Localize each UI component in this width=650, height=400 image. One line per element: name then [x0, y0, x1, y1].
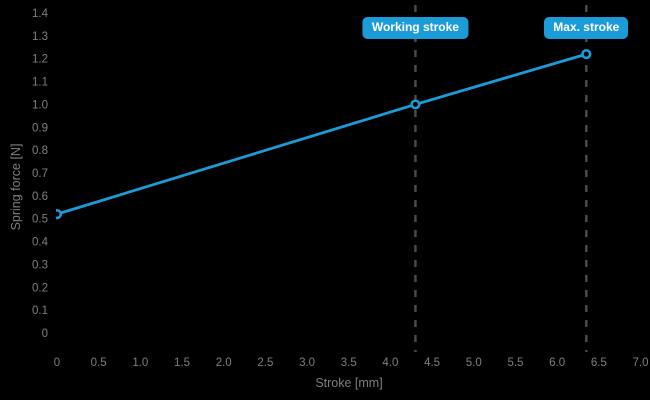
x-tick-label: 4.0	[382, 357, 398, 369]
data-point-marker	[581, 49, 592, 60]
x-tick-label: 4.5	[424, 357, 440, 369]
x-tick-label: 1.0	[132, 357, 148, 369]
y-tick-label: 1.3	[32, 31, 48, 43]
y-tick-label: 0.7	[32, 168, 48, 180]
y-tick-label: 0.4	[32, 237, 49, 249]
y-tick-label: 0.2	[32, 282, 48, 294]
x-tick-label: 1.5	[174, 357, 190, 369]
y-tick-label: 0	[42, 328, 48, 340]
y-tick-label: 1.4	[32, 8, 49, 20]
data-point-marker	[56, 209, 63, 220]
y-axis-title: Spring force [N]	[9, 143, 23, 231]
y-tick-label: 1.2	[32, 54, 48, 66]
x-tick-label: 2.0	[216, 357, 232, 369]
x-tick-label: 7.0	[633, 357, 649, 369]
y-tick-label: 0.9	[32, 122, 48, 134]
x-axis-title: Stroke [mm]	[315, 376, 383, 390]
x-tick-label: 0.5	[91, 357, 107, 369]
y-tick-label: 1.1	[32, 77, 48, 89]
data-point-marker	[410, 99, 421, 110]
max-stroke-badge: Max. stroke	[544, 17, 629, 40]
x-tick-label: 2.5	[257, 357, 273, 369]
x-tick-label: 6.5	[591, 357, 607, 369]
y-tick-label: 0.1	[32, 305, 48, 317]
series-line	[56, 52, 588, 216]
x-tick-label: 0	[54, 357, 60, 369]
y-tick-label: 0.3	[32, 259, 48, 271]
x-tick-label: 6.0	[549, 357, 565, 369]
y-tick-label: 0.6	[32, 191, 48, 203]
x-tick-label: 5.5	[507, 357, 523, 369]
x-tick-label: 3.0	[299, 357, 315, 369]
x-tick-label: 5.0	[466, 357, 482, 369]
spring-characteristic-line	[56, 49, 592, 220]
working-stroke-badge: Working stroke	[362, 17, 468, 40]
y-tick-label: 0.5	[32, 214, 48, 226]
tick-labels: 0 0.1 0.2 0.3 0.4 0.5 0.6 0.7 0.8 0.9 1.0 1.1 1.2 1.3…	[32, 8, 649, 369]
y-tick-label: 0.8	[32, 145, 48, 157]
x-tick-label: 3.5	[341, 357, 357, 369]
y-tick-label: 1.0	[32, 99, 48, 111]
